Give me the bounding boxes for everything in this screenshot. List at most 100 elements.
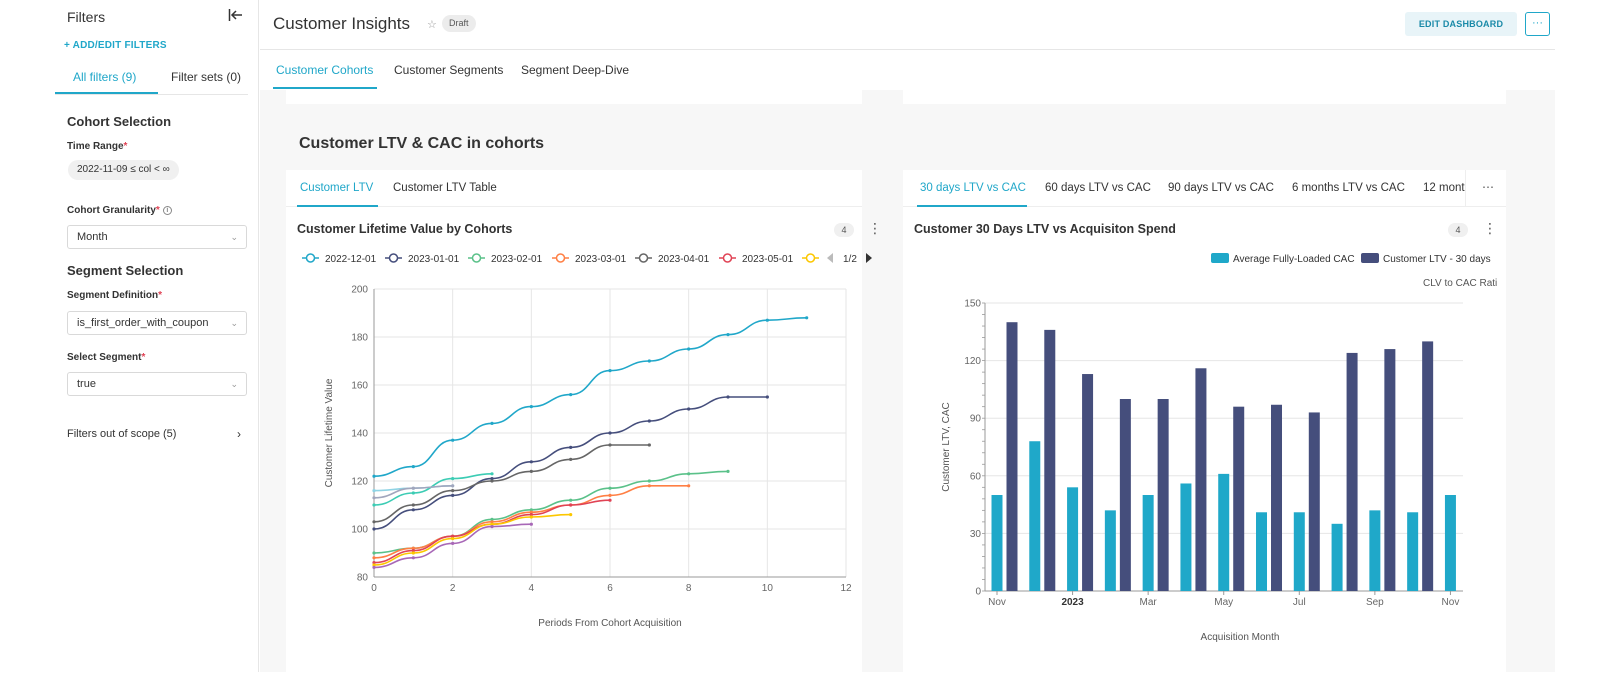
data-point <box>569 393 573 397</box>
cohort-granularity-select[interactable]: Month ⌄ <box>67 225 247 249</box>
draft-badge: Draft <box>442 15 476 32</box>
ltv-bar <box>1006 322 1018 591</box>
chart-card-stub <box>286 90 862 104</box>
data-point <box>529 460 533 464</box>
edit-dashboard-button[interactable]: EDIT DASHBOARD <box>1405 12 1517 36</box>
kebab-menu-icon[interactable]: ⋮ <box>868 220 882 236</box>
more-options-button[interactable]: ··· <box>1525 12 1550 36</box>
data-point <box>372 489 376 493</box>
tab-all-filters[interactable]: All filters (9) <box>73 70 137 84</box>
filters-title: Filters <box>67 9 106 25</box>
ltv-line-chart: 2022-12-01 2023-01-01 2023-02-01 2023-03-01… <box>302 253 872 629</box>
x-tick-label: Jul <box>1293 597 1306 608</box>
legend-label: 2023-03-01 <box>575 254 627 265</box>
x-tick-label: 0 <box>371 583 377 594</box>
y-axis-title: Customer Lifetime Value <box>324 378 335 487</box>
data-point <box>569 503 573 507</box>
legend-marker <box>722 253 733 263</box>
data-point <box>451 489 455 493</box>
star-icon[interactable]: ☆ <box>427 19 437 31</box>
data-point <box>687 484 691 488</box>
x-tick-label: 4 <box>529 583 535 594</box>
filters-out-of-scope[interactable]: Filters out of scope (5) › <box>67 427 245 441</box>
data-point <box>411 503 415 507</box>
select-segment-value: true <box>77 378 96 390</box>
more-tabs-icon[interactable]: ⋯ <box>1482 180 1494 194</box>
add-edit-filters-button[interactable]: + ADD/EDIT FILTERS <box>64 40 167 51</box>
chevron-right-icon: › <box>237 427 241 441</box>
legend-prev-icon <box>827 253 833 263</box>
legend-next-icon <box>866 253 872 263</box>
tab-filter-sets[interactable]: Filter sets (0) <box>171 70 242 84</box>
tab-12-months[interactable]: 12 months <box>1423 182 1477 194</box>
tabs-overflow: ⋯ <box>1465 170 1506 206</box>
legend-marker <box>805 253 816 263</box>
legend-marker <box>555 253 566 263</box>
dashboard-canvas: Customer LTV & CAC in cohorts Customer L… <box>260 90 1555 672</box>
cac-bar <box>1180 483 1192 591</box>
data-point <box>569 498 573 502</box>
kebab-menu-icon[interactable]: ⋮ <box>1483 220 1497 236</box>
data-point <box>411 508 415 512</box>
cac-bar <box>1407 512 1419 591</box>
cac-bar <box>1142 495 1154 591</box>
data-point <box>529 469 533 473</box>
cac-bar <box>1293 512 1305 591</box>
legend-label: 2023-05-01 <box>742 254 794 265</box>
filters-out-of-scope-label: Filters out of scope (5) <box>67 428 177 440</box>
tab-60-days[interactable]: 60 days LTV vs CAC <box>1045 182 1151 194</box>
filters-sidebar: Filters + ADD/EDIT FILTERS All filters (… <box>0 0 259 672</box>
tab-30-days[interactable]: 30 days LTV vs CAC <box>920 182 1026 194</box>
tab-customer-ltv-table[interactable]: Customer LTV Table <box>393 182 497 194</box>
cac-bar <box>1369 510 1381 591</box>
y-tick-label: 0 <box>975 587 981 598</box>
data-point <box>569 513 573 517</box>
tab-customer-cohorts[interactable]: Customer Cohorts <box>276 63 374 77</box>
cohort-granularity-label: Cohort Granularity* i <box>67 205 172 216</box>
series-line <box>373 444 650 523</box>
tab-90-days[interactable]: 90 days LTV vs CAC <box>1168 182 1274 194</box>
data-point <box>490 520 494 524</box>
chart-title: Customer Lifetime Value by Cohorts <box>297 222 513 236</box>
legend-item <box>802 253 819 263</box>
x-tick-label: Nov <box>988 597 1006 608</box>
legend-label: 2022-12-01 <box>325 254 377 265</box>
ltv-bar <box>1082 374 1094 591</box>
ltv-bar <box>1422 341 1434 591</box>
collapse-left-icon[interactable] <box>228 8 243 26</box>
row-title: Customer LTV & CAC in cohorts <box>299 135 545 152</box>
tab-customer-segments[interactable]: Customer Segments <box>394 63 504 77</box>
active-tab-underline <box>273 87 377 89</box>
tab-segment-deep-dive[interactable]: Segment Deep-Dive <box>521 63 630 77</box>
series-line <box>373 396 768 530</box>
data-point <box>490 421 494 425</box>
segment-definition-select[interactable]: is_first_order_with_coupon ⌄ <box>67 311 247 335</box>
data-point <box>765 395 769 399</box>
data-point <box>451 541 455 545</box>
y-tick-label: 200 <box>351 285 368 296</box>
legend-item: 2023-04-01 <box>635 253 710 265</box>
data-point <box>372 527 376 531</box>
cac-bar <box>1218 473 1230 591</box>
data-point <box>451 477 455 481</box>
legend-label: 2023-01-01 <box>408 254 460 265</box>
ltv-bar <box>1384 349 1396 591</box>
legend-item: 2023-05-01 <box>719 253 794 265</box>
data-point <box>411 465 415 469</box>
segment-selection-heading: Segment Selection <box>67 263 184 278</box>
legend-item: 2023-02-01 <box>468 253 543 265</box>
cac-bar <box>1256 512 1268 591</box>
cac-bar <box>1104 510 1116 591</box>
page-title: Customer Insights <box>273 14 410 33</box>
cac-chart-card: 30 days LTV vs CAC 60 days LTV vs CAC 90… <box>903 170 1506 672</box>
info-icon[interactable]: i <box>162 205 172 215</box>
time-range-pill[interactable]: 2022-11-09 ≤ col < ∞ <box>68 160 179 180</box>
data-point <box>372 496 376 500</box>
ltv-bar <box>1119 399 1131 591</box>
y-tick-label: 30 <box>970 529 982 540</box>
data-point <box>608 431 612 435</box>
tab-6-months[interactable]: 6 months LTV vs CAC <box>1292 182 1405 194</box>
tab-customer-ltv[interactable]: Customer LTV <box>300 182 374 194</box>
select-segment-select[interactable]: true ⌄ <box>67 372 247 396</box>
ltv-bar <box>1346 352 1358 591</box>
